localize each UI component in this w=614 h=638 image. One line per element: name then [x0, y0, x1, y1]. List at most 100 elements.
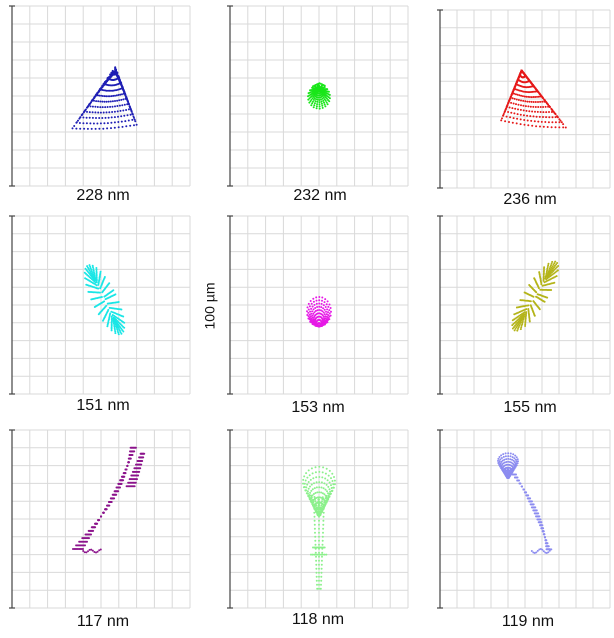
panel-155nm — [437, 215, 611, 395]
pattern-dot — [533, 85, 535, 88]
pattern-dot — [139, 467, 142, 470]
pattern-dot — [321, 551, 324, 554]
pattern-dot — [309, 478, 312, 481]
pattern-dot — [514, 93, 517, 96]
pattern-dot — [323, 493, 326, 496]
pattern-dot — [93, 306, 96, 308]
pattern-dot — [84, 267, 87, 270]
pattern-dot — [558, 121, 561, 124]
pattern-dot — [546, 102, 549, 105]
grid — [11, 5, 191, 187]
pattern-dot — [114, 332, 117, 335]
pattern-dot — [308, 101, 311, 104]
pattern-dot — [553, 262, 556, 265]
pattern-dot — [542, 106, 545, 108]
pattern-dot — [327, 314, 330, 317]
pattern-dot — [523, 315, 526, 318]
pattern-dot — [513, 326, 515, 329]
pattern-dot — [543, 536, 546, 539]
pattern-dot — [519, 108, 522, 111]
pattern-dot — [328, 100, 331, 103]
pattern-dot — [307, 315, 310, 318]
pattern-dot — [526, 114, 529, 117]
pattern-dot — [323, 313, 326, 316]
pattern-dot — [106, 122, 109, 125]
pattern-dot — [137, 474, 140, 477]
pattern-dot — [131, 113, 134, 116]
pattern-dot — [312, 308, 315, 311]
pattern-dot — [112, 94, 115, 97]
pattern-dot — [307, 308, 310, 311]
pattern-dot — [315, 563, 318, 566]
pattern-dot — [512, 453, 515, 456]
pattern-dot — [115, 325, 118, 328]
pattern-dot — [314, 498, 316, 501]
pattern-dot — [532, 115, 535, 118]
pattern-dot — [327, 485, 330, 488]
pattern-dot — [320, 575, 323, 578]
pattern-dot — [323, 84, 326, 87]
pattern-dot — [537, 512, 540, 515]
pattern-dot — [534, 101, 537, 103]
pattern-dot — [507, 102, 510, 105]
pattern-dot — [546, 266, 549, 268]
pattern-dot — [119, 331, 122, 334]
pattern-dot — [542, 125, 545, 128]
axis — [437, 215, 443, 395]
pattern-dot — [307, 92, 310, 95]
pattern-dot — [508, 461, 511, 463]
pattern-dot — [524, 323, 527, 326]
pattern-dot — [116, 72, 119, 74]
pattern-dot — [312, 98, 315, 101]
pattern-dot — [101, 100, 104, 103]
pattern-dot — [95, 276, 98, 279]
pattern-dot — [318, 491, 321, 494]
pattern-dot — [518, 94, 521, 97]
pattern-dot — [316, 491, 319, 494]
pattern-dot — [512, 90, 514, 93]
pattern-dot — [127, 461, 130, 464]
pattern-dot — [135, 123, 138, 126]
pattern-dot — [503, 458, 506, 461]
pattern-dot — [321, 310, 324, 313]
pattern-dot — [514, 84, 517, 87]
pattern-dot — [510, 111, 513, 114]
pattern-dot — [522, 318, 525, 321]
pattern-dot — [316, 508, 319, 511]
pattern-dot — [504, 452, 507, 455]
pattern-dot — [325, 310, 327, 313]
pattern-dot — [105, 111, 108, 114]
pattern-dot — [322, 523, 325, 526]
pattern-dot — [109, 105, 112, 108]
pattern-dot — [313, 303, 316, 306]
pattern-dot — [534, 110, 536, 113]
axis — [227, 429, 233, 609]
pattern-dot — [83, 271, 86, 274]
pattern-dot — [504, 467, 506, 470]
pattern-dot — [513, 313, 516, 316]
pattern-dot — [323, 103, 326, 106]
pattern-dot — [118, 328, 121, 331]
pattern-dot — [331, 480, 334, 482]
pattern-dot — [83, 127, 86, 130]
pattern-dot — [110, 318, 113, 321]
pattern-dot — [110, 324, 113, 327]
pattern-dot — [86, 127, 89, 130]
pattern-dot — [103, 100, 106, 103]
pattern-dot — [322, 466, 325, 469]
pattern-dot — [497, 457, 500, 460]
pattern-dot — [315, 476, 318, 479]
pattern-dot — [542, 270, 545, 273]
panel-232nm — [227, 5, 409, 187]
pattern-dot — [113, 327, 116, 330]
pattern-dot — [318, 296, 321, 298]
pattern-dot — [520, 485, 523, 488]
pattern-dot — [521, 314, 524, 317]
pattern-dot — [537, 106, 540, 108]
pattern-dot — [516, 324, 519, 327]
pattern-dot — [322, 311, 325, 314]
pattern-dot — [325, 318, 328, 321]
panel-caption: 119 nm — [501, 613, 555, 630]
pattern-dot — [318, 571, 320, 574]
pattern-dot — [324, 497, 327, 500]
